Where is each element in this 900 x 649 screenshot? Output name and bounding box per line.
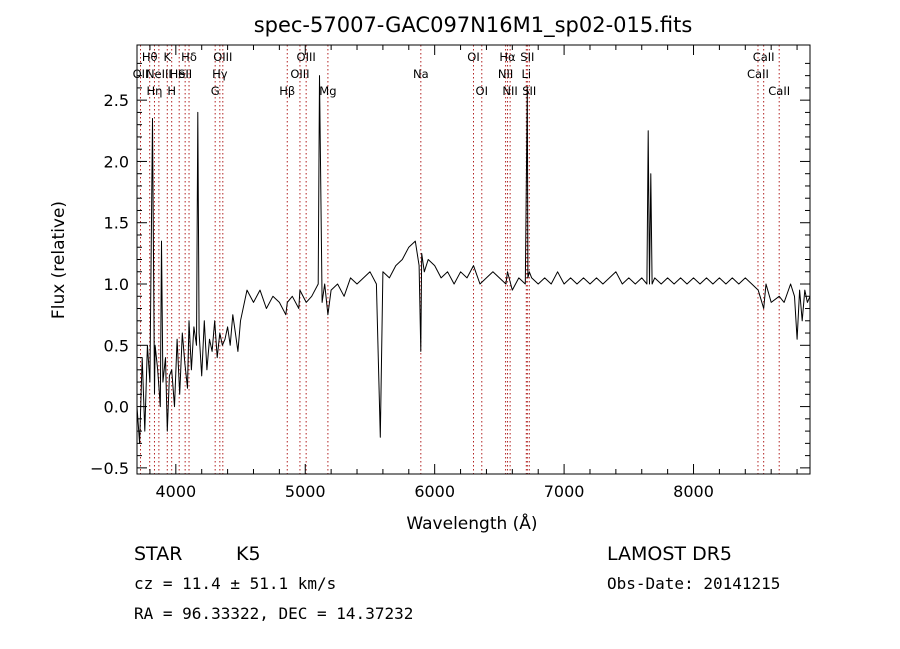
line-marker-label-7: SII xyxy=(178,67,192,81)
x-axis-label: Wavelength (Å) xyxy=(406,512,537,534)
object-subclass: K5 xyxy=(236,543,261,565)
line-marker-label-14: OIII xyxy=(297,50,316,64)
line-marker-label-21: NII xyxy=(502,84,517,98)
line-marker-label-23: SII xyxy=(520,50,534,64)
line-marker-label-9: G xyxy=(211,84,220,98)
emission-line-labels: OIIHθHηNeIIIKHHeISIIHδGHγOIIIHβOIIIOIIIM… xyxy=(133,50,791,98)
line-marker-label-13: OIII xyxy=(290,67,309,81)
line-marker-label-22: Li xyxy=(521,67,531,81)
line-marker-label-2: Hη xyxy=(147,84,163,98)
line-marker-label-12: Hβ xyxy=(279,84,295,98)
line-marker-label-3: NeIII xyxy=(146,67,172,81)
sky-coordinates: RA = 96.33322, DEC = 14.37232 xyxy=(134,604,413,623)
y-tick-label-4: 1.5 xyxy=(104,214,129,233)
line-marker-label-17: OI xyxy=(467,50,479,64)
line-marker-label-27: CaII xyxy=(768,84,790,98)
line-marker-label-15: Mg xyxy=(319,84,336,98)
observation-date: Obs-Date: 20141215 xyxy=(607,574,780,593)
line-marker-label-20: Hα xyxy=(499,50,516,64)
line-marker-label-10: Hγ xyxy=(212,67,228,81)
emission-line-markers xyxy=(139,45,780,474)
y-tick-label-1: 0.0 xyxy=(104,398,129,417)
line-marker-label-19: NII xyxy=(498,67,513,81)
line-marker-label-8: Hδ xyxy=(181,50,197,64)
line-marker-label-11: OIII xyxy=(213,50,232,64)
x-tick-label-0: 4000 xyxy=(155,482,196,501)
line-marker-label-26: CaII xyxy=(753,50,775,64)
x-tick-label-3: 7000 xyxy=(544,482,585,501)
line-marker-label-16: Na xyxy=(413,67,429,81)
x-tick-label-2: 6000 xyxy=(414,482,455,501)
line-marker-label-1: Hθ xyxy=(142,50,158,64)
object-class: STAR xyxy=(134,543,182,565)
survey-name: LAMOST DR5 xyxy=(607,543,732,565)
x-axis-ticks: 4000 5000 6000 7000 8000 xyxy=(149,45,798,501)
redshift-cz: cz = 11.4 ± 51.1 km/s xyxy=(134,574,336,593)
line-marker-label-18: OI xyxy=(476,84,488,98)
y-axis-label: Flux (relative) xyxy=(49,201,69,319)
y-tick-label-2: 0.5 xyxy=(104,336,129,355)
line-marker-label-24: SII xyxy=(522,84,536,98)
spectrum-series xyxy=(136,75,811,444)
spectrum-line-0 xyxy=(136,75,811,444)
y-tick-label-6: 2.5 xyxy=(104,91,129,110)
line-marker-label-5: H xyxy=(167,84,176,98)
line-marker-label-25: CaII xyxy=(747,67,769,81)
y-tick-label-5: 2.0 xyxy=(104,152,129,171)
y-axis-ticks: −0.5 0.0 0.5 1.0 1.5 2.0 2.5 xyxy=(90,62,810,478)
x-tick-label-1: 5000 xyxy=(285,482,326,501)
line-marker-label-6: HeI xyxy=(170,67,189,81)
y-tick-label-3: 1.0 xyxy=(104,275,129,294)
y-tick-label-0: −0.5 xyxy=(90,459,129,478)
line-marker-label-4: K xyxy=(164,50,172,64)
x-tick-label-4: 8000 xyxy=(673,482,714,501)
chart-title: spec-57007-GAC097N16M1_sp02-015.fits xyxy=(254,13,693,38)
